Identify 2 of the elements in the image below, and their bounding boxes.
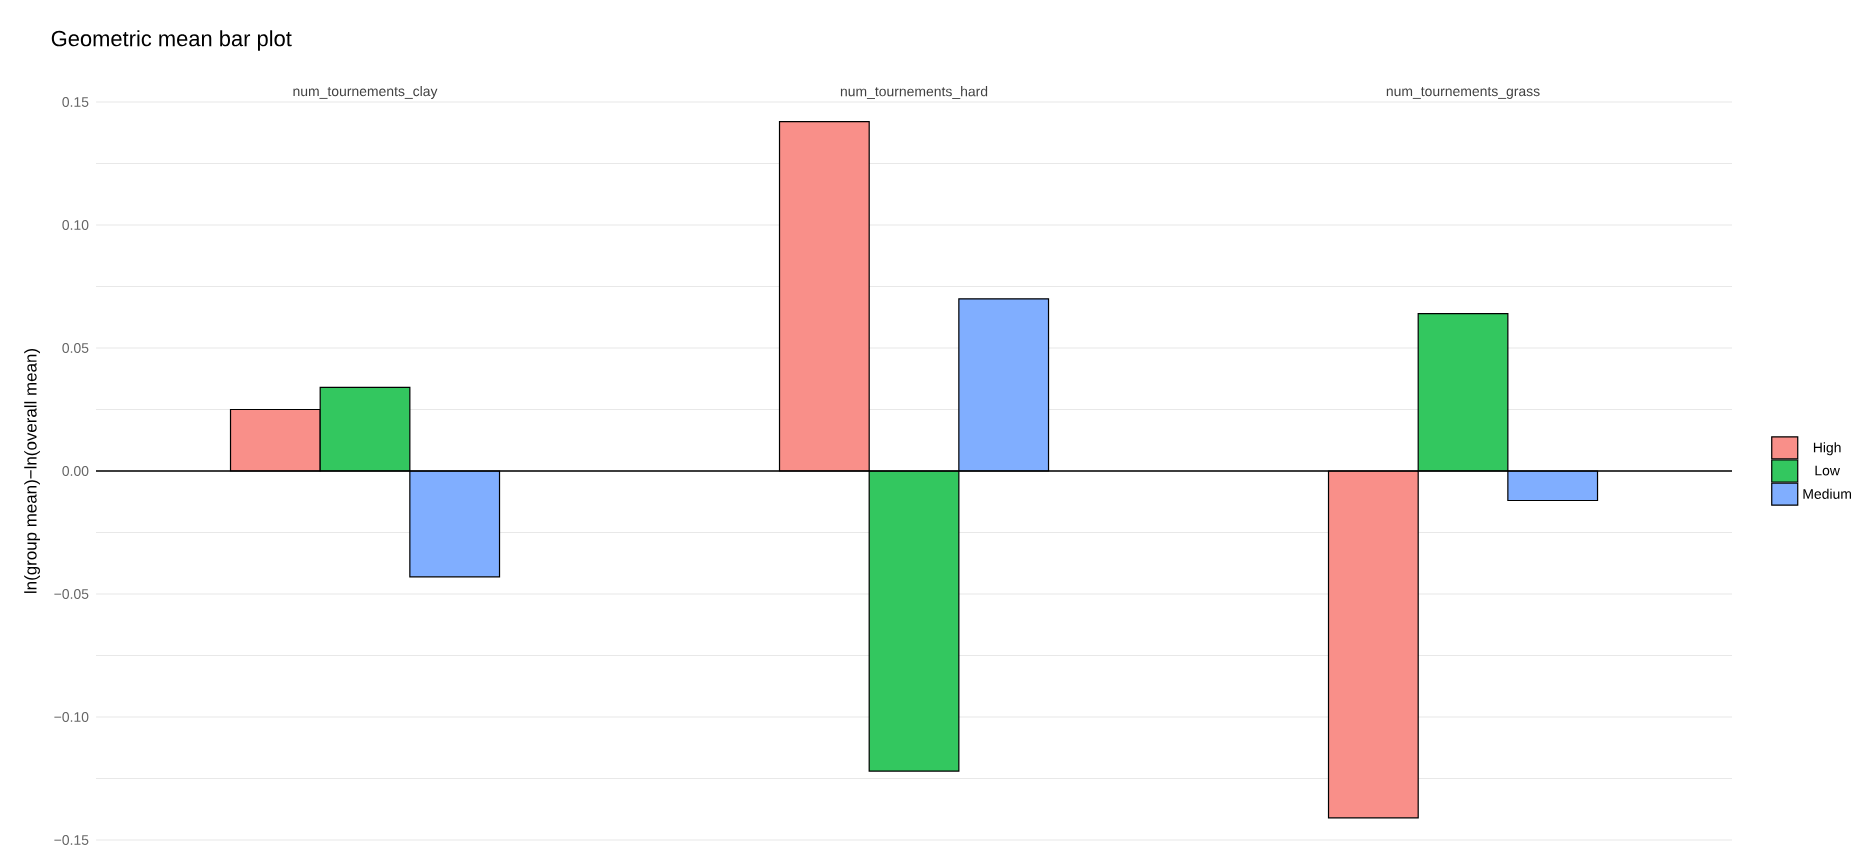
chart-title: Geometric mean bar plot (51, 30, 292, 51)
y-axis-title: ln(group mean)−ln(overall mean) (24, 349, 40, 593)
